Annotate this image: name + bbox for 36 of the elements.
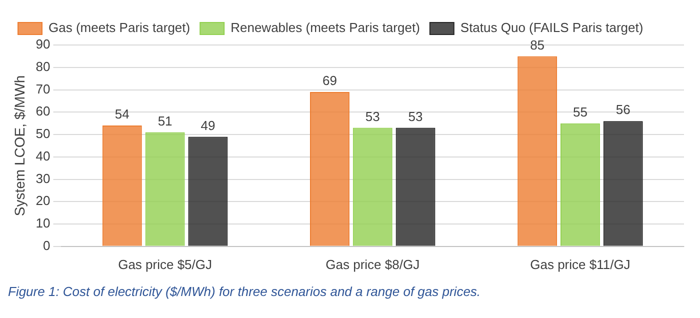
x-tick-label: Gas price $8/GJ — [326, 256, 420, 272]
x-tick-label: Gas price $11/GJ — [530, 256, 630, 272]
data-label: 55 — [572, 104, 588, 120]
data-label: 69 — [322, 73, 337, 88]
y-tick-label: 30 — [36, 170, 50, 186]
y-tick-label: 60 — [36, 104, 50, 119]
bar — [145, 132, 185, 246]
bar — [188, 136, 228, 246]
y-axis-title: System LCOE, $/MWh — [11, 75, 28, 216]
legend-label: Renewables (meets Paris target) — [230, 20, 420, 36]
bar — [102, 126, 142, 246]
data-label: 49 — [200, 118, 216, 133]
data-label: 85 — [530, 37, 545, 52]
legend-label: Gas (meets Paris target) — [48, 20, 190, 36]
y-tick-label: 80 — [36, 58, 50, 74]
bar — [310, 92, 350, 246]
y-tick-label: 10 — [36, 216, 50, 231]
bar — [603, 121, 643, 246]
bar — [352, 128, 392, 246]
y-tick-label: 50 — [36, 126, 50, 142]
y-tick-label: 90 — [36, 36, 50, 52]
y-tick-label: 70 — [36, 81, 50, 96]
data-label: 51 — [158, 113, 172, 128]
y-tick-label: 40 — [36, 148, 50, 164]
data-label: 56 — [616, 102, 630, 118]
caption: Figure 1: Cost of electricity ($/MWh) for three scenarios and a range of gas prices. — [8, 284, 482, 299]
y-tick-label: 0 — [43, 238, 50, 253]
y-tick-label: 20 — [36, 193, 50, 208]
bar — [518, 56, 558, 246]
bar — [396, 128, 436, 246]
data-label: 54 — [114, 106, 130, 122]
x-tick-label: Gas price $5/GJ — [118, 256, 212, 272]
legend-label: Status Quo (FAILS Paris target) — [460, 20, 644, 36]
data-label: 53 — [365, 108, 380, 124]
bar — [560, 123, 600, 246]
data-label: 53 — [408, 108, 423, 124]
